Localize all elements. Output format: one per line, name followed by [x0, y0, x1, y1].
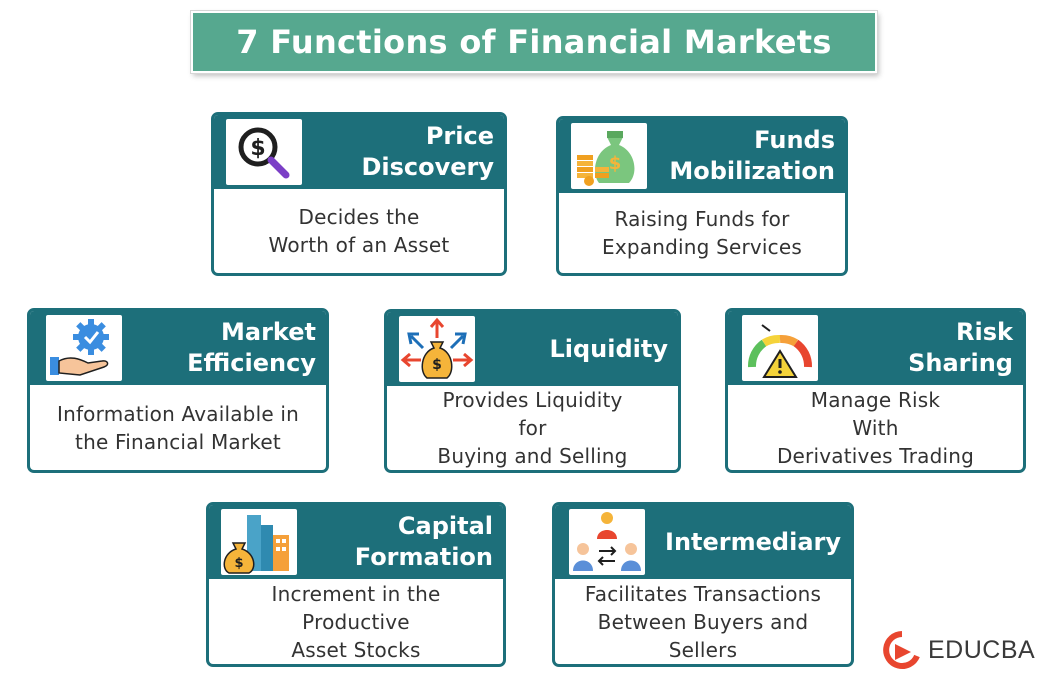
- card-header: Market Efficiency: [30, 311, 326, 385]
- svg-text:$: $: [250, 136, 265, 161]
- card-title: Intermediary: [665, 527, 841, 556]
- dollar-magnifier-icon: $: [226, 119, 302, 185]
- card-description: Raising Funds for Expanding Services: [601, 207, 803, 259]
- card-intermediary: Intermediary Facilitates Transactions Be…: [552, 502, 854, 667]
- card-description: Increment in the Productive Asset Stocks: [271, 581, 441, 662]
- svg-text:$: $: [234, 556, 243, 571]
- card-header: Risk Sharing: [728, 311, 1023, 385]
- card-description: Provides Liquidity for Buying and Sellin…: [437, 388, 628, 468]
- brand-name: EDUCBA: [928, 635, 1036, 664]
- svg-text:$: $: [609, 153, 622, 174]
- card-description: Facilitates Transactions Between Buyers …: [584, 581, 822, 662]
- card-title: Risk Sharing: [908, 318, 1013, 377]
- svg-text:$: $: [432, 357, 442, 373]
- card-header: $ Liquidity: [387, 312, 678, 386]
- risk-gauge-icon: [742, 315, 818, 381]
- money-bag-arrows-icon: $: [399, 316, 475, 382]
- hand-gear-icon: [46, 315, 122, 381]
- card-price-discovery: $ Price Discovery Decides the Worth of a…: [211, 112, 507, 276]
- card-risk-sharing: Risk Sharing Manage Risk With Derivative…: [725, 308, 1026, 473]
- card-description: Information Available in the Financial M…: [56, 401, 300, 454]
- card-description: Manage Risk With Derivatives Trading: [776, 387, 975, 468]
- card-funds-mobilization: $ Funds Mobilization Raising Funds for E…: [556, 116, 848, 276]
- educba-logo-icon: [883, 631, 920, 669]
- card-header: $ Funds Mobilization: [559, 119, 845, 193]
- card-market-efficiency: Market Efficiency Information Available …: [27, 308, 329, 473]
- card-title: Market Efficiency: [187, 318, 316, 377]
- card-header: $ Capital Formation: [209, 505, 503, 579]
- page-title: 7 Functions of Financial Markets: [236, 23, 832, 61]
- title-banner: 7 Functions of Financial Markets: [191, 11, 877, 73]
- card-title: Capital Formation: [354, 512, 493, 571]
- money-bag-coins-icon: $: [571, 123, 647, 189]
- card-title: Price Discovery: [361, 122, 494, 181]
- card-description: Decides the Worth of an Asset: [268, 205, 450, 257]
- money-bag-buildings-icon: $: [221, 509, 297, 575]
- card-capital-formation: $ Capital Formation Increment in the Pro…: [206, 502, 506, 667]
- people-exchange-icon: [569, 509, 645, 575]
- card-header: Intermediary: [555, 505, 851, 579]
- card-header: $ Price Discovery: [214, 115, 504, 189]
- card-liquidity: $ Liquidity Provides Liquidity for Buyin…: [384, 309, 681, 473]
- brand-logo: EDUCBA: [882, 626, 1035, 674]
- card-title: Liquidity: [549, 334, 668, 363]
- card-title: Funds Mobilization: [669, 126, 835, 185]
